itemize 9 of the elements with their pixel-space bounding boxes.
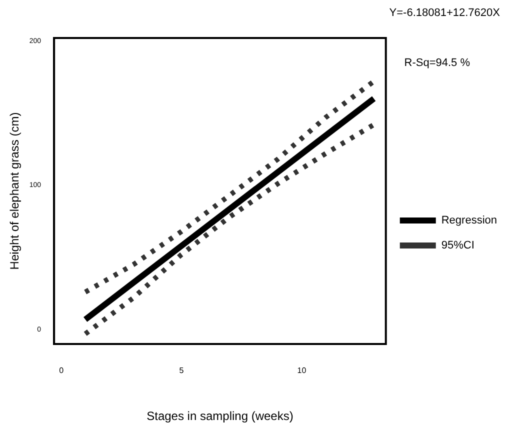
text: R-Sq=94.5 % (404, 57, 470, 69)
legend-label: Regression (441, 214, 497, 227)
x-tick-label: 0 (59, 366, 64, 376)
x-axis-title: Stages in sampling (weeks) (146, 409, 294, 424)
x-tick-label: 5 (179, 366, 184, 376)
x-tick-label: 10 (297, 366, 307, 376)
legend-label: 95%CI (441, 240, 474, 252)
y-axis-title: Height of elephant grass (cm) (8, 112, 22, 270)
text: Y=-6.18081+12.7620X (389, 7, 501, 19)
